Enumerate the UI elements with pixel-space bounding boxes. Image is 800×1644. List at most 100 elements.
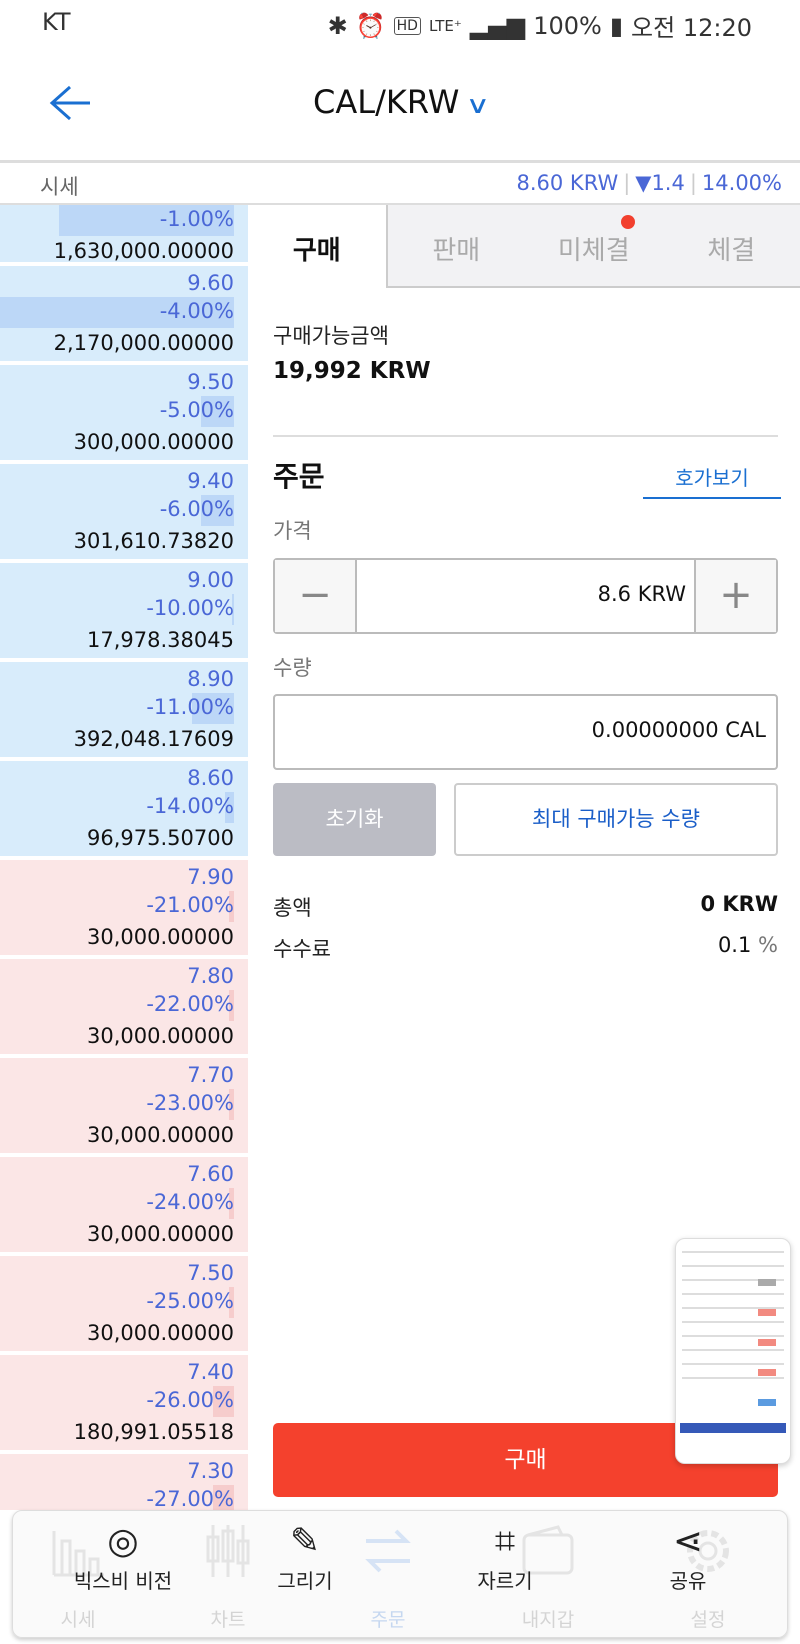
orderbook-row-bid[interactable]: 7.40 -26.00% 180,991.05518 xyxy=(0,1355,248,1454)
quantity-label: 수량 xyxy=(273,656,312,680)
orderbook-row-ask[interactable]: -1.00% 1,630,000.00000 xyxy=(0,205,248,266)
price-value[interactable]: 8.6 KRW xyxy=(597,582,686,606)
tab-sell[interactable]: 판매 xyxy=(387,205,525,288)
divider xyxy=(273,435,778,437)
ticker-bar: 시세 8.60 KRW | ▼1.4 | 14.00% xyxy=(0,163,800,205)
screenshot-thumbnail[interactable] xyxy=(675,1238,791,1464)
row-percent: -22.00% xyxy=(0,990,234,1021)
volume-bar xyxy=(212,1485,234,1510)
volume-bar xyxy=(212,1386,234,1417)
wallet-icon xyxy=(522,1525,574,1575)
available-label: 구매가능금액 xyxy=(273,324,389,348)
toolbar-label: 빅스비 비전 xyxy=(73,1569,173,1593)
row-percent: -11.00% xyxy=(0,693,234,724)
notification-badge xyxy=(620,215,635,229)
row-volume: 30,000.00000 xyxy=(87,1222,234,1246)
nav-item-market: 시세 xyxy=(60,1609,96,1631)
volume-bar xyxy=(0,297,234,328)
orderbook-row-ask[interactable]: 9.00 -10.00% 17,978.38045 xyxy=(0,563,248,662)
max-quantity-button[interactable]: 최대 구매가능 수량 xyxy=(454,783,778,856)
orderbook-link[interactable]: 호가보기 xyxy=(643,462,781,499)
gear-icon xyxy=(687,1530,729,1572)
share-icon: ⋖ xyxy=(672,1521,704,1562)
battery-level: 100% xyxy=(533,11,602,40)
row-volume: 17,978.38045 xyxy=(87,628,234,652)
bluetooth-icon: ✱ xyxy=(327,11,348,40)
tab-buy[interactable]: 구매 xyxy=(248,205,388,288)
orderbook-row-bid[interactable]: 7.90 -21.00% 30,000.00000 xyxy=(0,860,248,959)
nav-item-wallet: 내지갑 xyxy=(521,1609,575,1631)
orderbook-row-bid[interactable]: 7.30 -27.00% xyxy=(0,1454,248,1510)
crop-button[interactable]: ⌗ 자르기 xyxy=(435,1515,575,1593)
swap-icon xyxy=(365,1529,411,1573)
nav-item-settings: 설정 xyxy=(690,1609,726,1631)
row-volume: 1,630,000.00000 xyxy=(53,239,234,263)
row-percent: -10.00% xyxy=(0,594,234,625)
orderbook-row-ask[interactable]: 8.60 -14.00% 96,975.50700 xyxy=(0,761,248,860)
orderbook-row-bid[interactable]: 7.80 -22.00% 30,000.00000 xyxy=(0,959,248,1058)
nav-item-chart: 차트 xyxy=(210,1609,246,1631)
toolbar-label: 그리기 xyxy=(277,1569,333,1593)
orderbook-row-bid[interactable]: 7.50 -25.00% 30,000.00000 xyxy=(0,1256,248,1355)
candlestick-icon xyxy=(206,1525,250,1577)
row-volume: 300,000.00000 xyxy=(73,430,234,454)
draw-button[interactable]: ✎ 그리기 xyxy=(235,1515,375,1593)
orderbook-row-ask[interactable]: 9.40 -6.00% 301,610.73820 xyxy=(0,464,248,563)
orderbook-row-bid[interactable]: 7.60 -24.00% 30,000.00000 xyxy=(0,1157,248,1256)
row-percent: -23.00% xyxy=(0,1089,234,1120)
tab-filled[interactable]: 체결 xyxy=(662,205,800,288)
tab-open-orders[interactable]: 미체결 xyxy=(525,205,663,288)
clock: 오전 12:20 xyxy=(631,14,752,42)
row-price: 7.30 xyxy=(187,1459,234,1483)
market-selector[interactable]: CAL/KRW ∨ xyxy=(0,83,800,121)
volume-bar xyxy=(229,1089,234,1120)
row-volume: 30,000.00000 xyxy=(87,1024,234,1048)
row-percent: -6.00% xyxy=(0,495,234,526)
orderbook-row-ask[interactable]: 9.60 -4.00% 2,170,000.00000 xyxy=(0,266,248,365)
row-price: 7.70 xyxy=(187,1063,234,1087)
reset-button[interactable]: 초기화 xyxy=(273,783,436,856)
toolbar-label: 공유 xyxy=(669,1569,707,1593)
bixby-vision-button[interactable]: ◎ 빅스비 비전 xyxy=(53,1515,193,1593)
arrow-left-icon[interactable] xyxy=(48,83,92,123)
order-section-title: 주문 xyxy=(273,460,325,493)
row-volume: 301,610.73820 xyxy=(73,529,234,553)
change-rate: 14.00% xyxy=(701,171,782,195)
price-input[interactable]: − 8.6 KRW + xyxy=(273,558,778,634)
row-price: 9.50 xyxy=(187,370,234,394)
app-header: CAL/KRW ∨ xyxy=(0,47,800,163)
quantity-input[interactable]: 0.00000000 CAL xyxy=(273,694,778,770)
pen-icon: ✎ xyxy=(289,1521,321,1562)
orderbook-row-ask[interactable]: 9.50 -5.00% 300,000.00000 xyxy=(0,365,248,464)
signal-icon: ▂▄▆ xyxy=(469,11,526,40)
crop-icon: ⌗ xyxy=(494,1521,516,1562)
row-volume: 2,170,000.00000 xyxy=(53,331,234,355)
volume-bar xyxy=(229,891,234,922)
bar-chart-icon xyxy=(52,1531,104,1577)
row-percent: -14.00% xyxy=(0,792,234,823)
row-volume: 180,991.05518 xyxy=(73,1420,234,1444)
row-volume: 96,975.50700 xyxy=(87,826,234,850)
row-price: 9.00 xyxy=(187,568,234,592)
increase-price-button[interactable]: + xyxy=(694,560,776,632)
row-percent: -25.00% xyxy=(0,1287,234,1318)
row-percent: -21.00% xyxy=(0,891,234,922)
row-price: 9.40 xyxy=(187,469,234,493)
volume-bar xyxy=(201,396,234,427)
volume-bar xyxy=(58,205,234,236)
row-price: 7.90 xyxy=(187,865,234,889)
volume-bar xyxy=(201,495,234,526)
quantity-value[interactable]: 0.00000000 CAL xyxy=(591,718,766,742)
share-button[interactable]: ⋖ 공유 xyxy=(618,1515,758,1593)
decrease-price-button[interactable]: − xyxy=(275,560,357,632)
total-value: 0 KRW xyxy=(700,892,778,916)
volume-bar xyxy=(224,792,234,823)
chevron-down-icon: ∨ xyxy=(465,91,491,119)
fee-label: 수수료 xyxy=(273,937,331,961)
orderbook-row-ask[interactable]: 8.90 -11.00% 392,048.17609 xyxy=(0,662,248,761)
price-label: 가격 xyxy=(273,519,312,543)
orderbook-row-bid[interactable]: 7.70 -23.00% 30,000.00000 xyxy=(0,1058,248,1157)
current-price: 8.60 KRW xyxy=(516,171,619,195)
row-percent: -26.00% xyxy=(0,1386,234,1417)
row-percent: -24.00% xyxy=(0,1188,234,1219)
